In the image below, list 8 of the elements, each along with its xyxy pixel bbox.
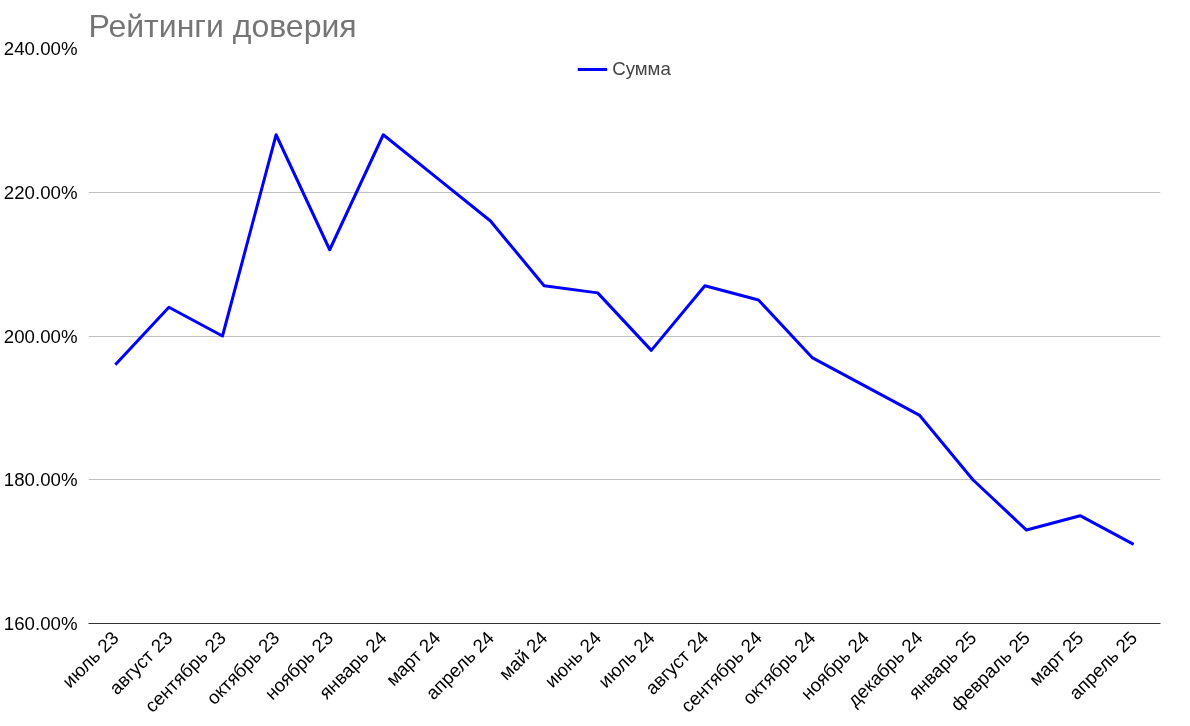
y-tick-label: 180.00% <box>3 469 78 491</box>
y-tick-label: 200.00% <box>3 325 78 347</box>
line-series <box>113 133 1136 546</box>
y-tick-label: 240.00% <box>3 38 78 59</box>
legend-label: Сумма <box>612 58 671 80</box>
chart-title: Рейтинги доверия <box>88 7 357 44</box>
y-tick-label: 160.00% <box>3 613 78 634</box>
y-tick-label: 220.00% <box>3 181 78 203</box>
